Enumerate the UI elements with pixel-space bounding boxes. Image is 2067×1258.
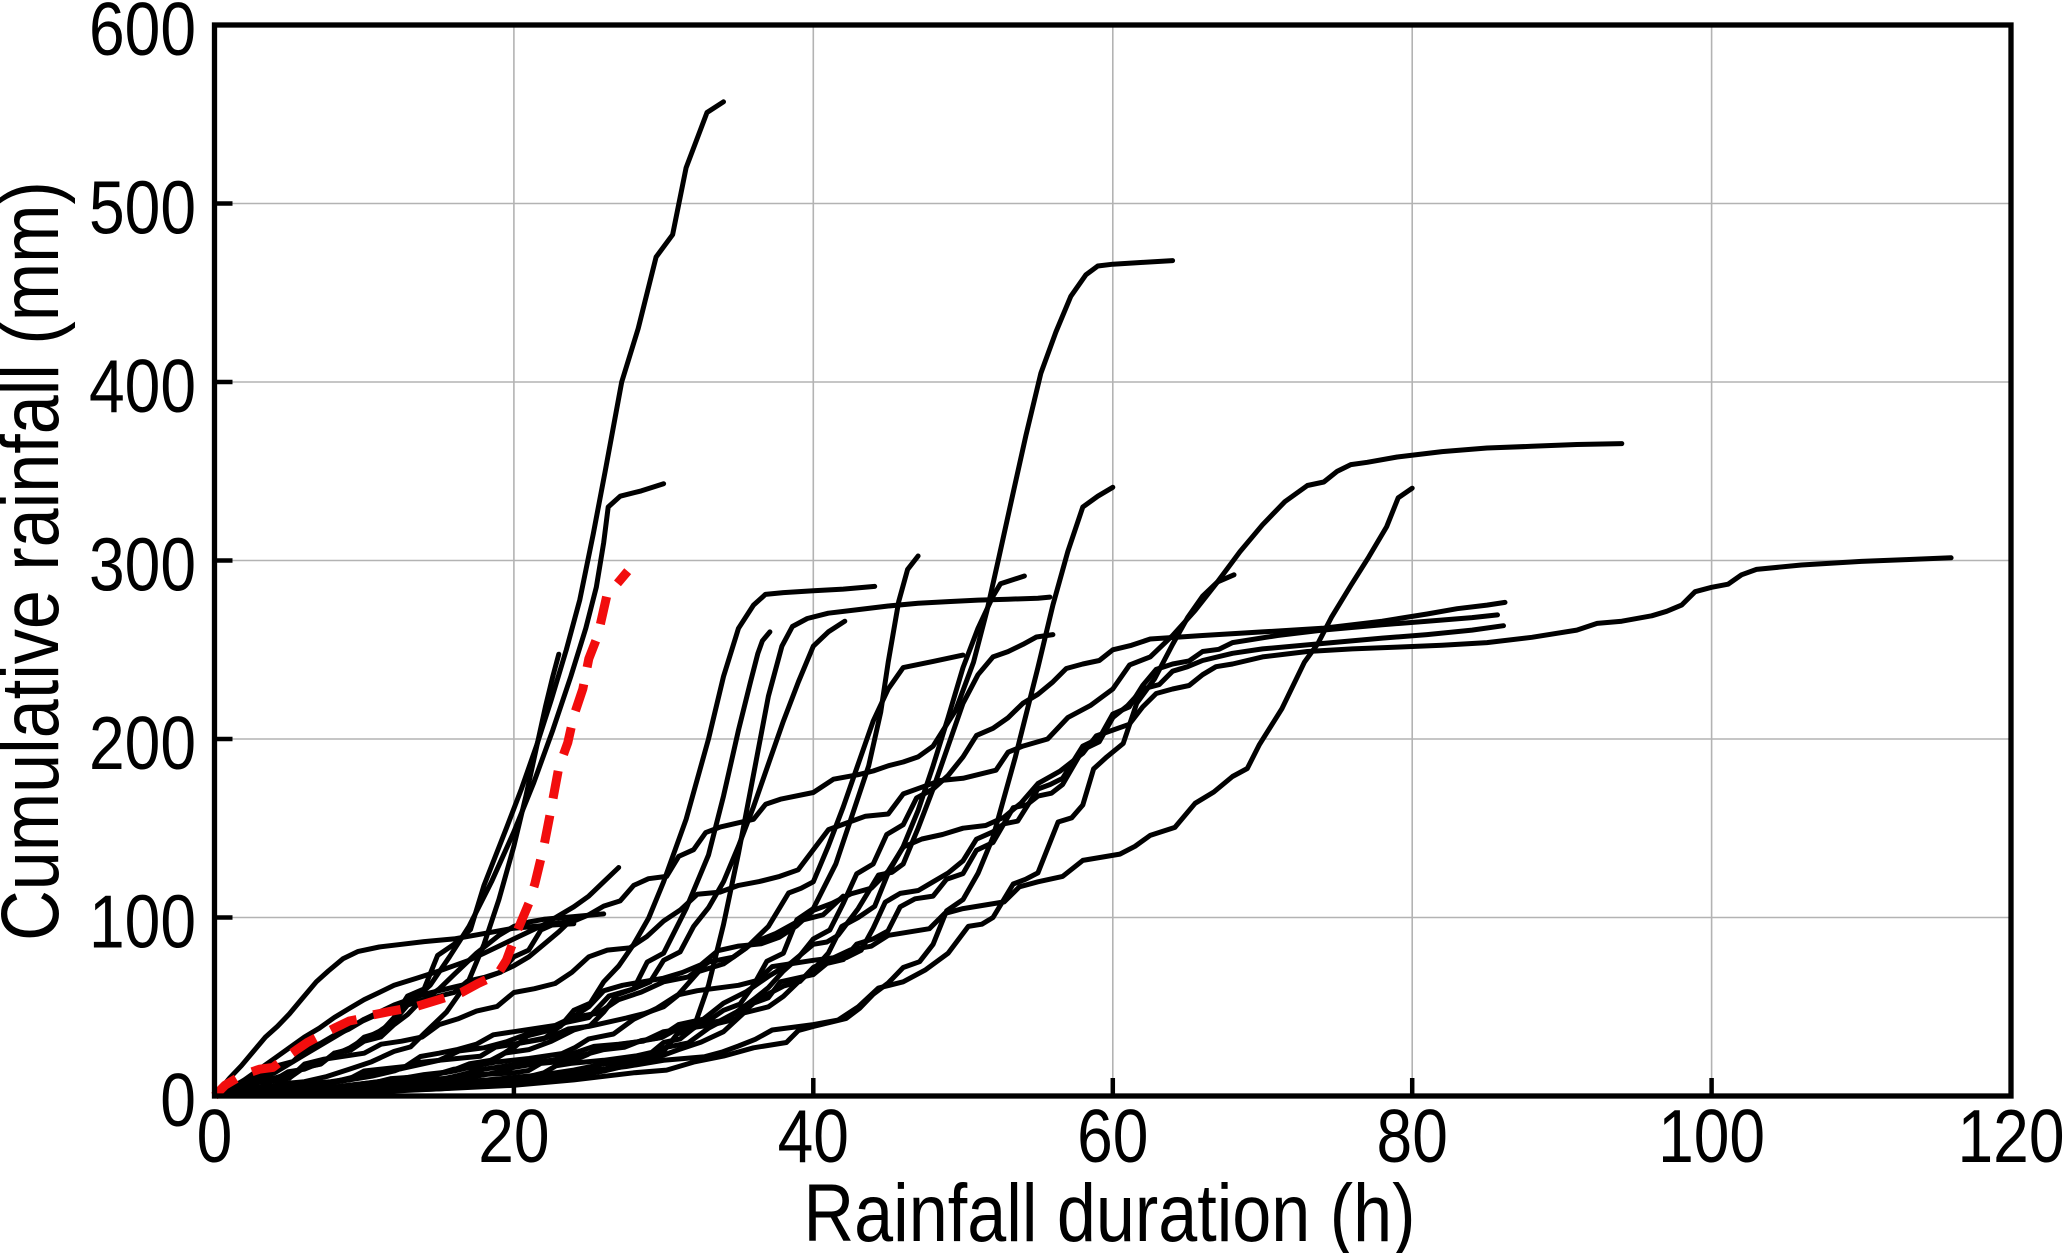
svg-text:Cumulative rainfall (mm): Cumulative rainfall (mm) (0, 181, 76, 941)
svg-text:500: 500 (89, 166, 196, 250)
svg-text:300: 300 (89, 523, 196, 607)
svg-text:0: 0 (197, 1094, 233, 1178)
svg-text:120: 120 (1958, 1094, 2065, 1178)
svg-text:20: 20 (478, 1094, 549, 1178)
svg-text:600: 600 (89, 0, 196, 71)
svg-text:40: 40 (778, 1094, 849, 1178)
svg-text:80: 80 (1377, 1094, 1448, 1178)
svg-text:0: 0 (160, 1058, 196, 1142)
svg-text:100: 100 (89, 880, 196, 964)
svg-text:60: 60 (1077, 1094, 1148, 1178)
svg-text:Rainfall duration (h): Rainfall duration (h) (804, 1168, 1416, 1253)
svg-text:400: 400 (89, 344, 196, 428)
svg-text:100: 100 (1658, 1094, 1765, 1178)
svg-text:200: 200 (89, 701, 196, 785)
